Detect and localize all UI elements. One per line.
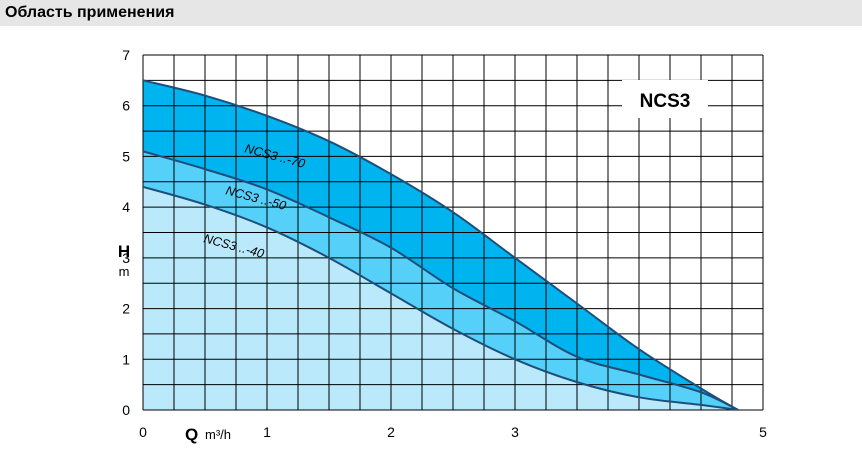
model-label-box bbox=[622, 80, 708, 118]
x-tick-label: 1 bbox=[263, 424, 271, 440]
x-tick-label: 5 bbox=[759, 424, 767, 440]
y-tick-label: 6 bbox=[122, 98, 130, 114]
chart-title: NCS3 bbox=[640, 91, 691, 112]
y-tick-label: 1 bbox=[122, 351, 130, 367]
y-tick-label: 2 bbox=[122, 301, 130, 317]
series-line-2 bbox=[143, 150, 739, 410]
y-tick-label: 5 bbox=[122, 148, 130, 164]
x-axis-unit: m³/h bbox=[205, 427, 231, 442]
x-axis-label: Q bbox=[185, 425, 198, 444]
y-tick-label: 7 bbox=[122, 47, 130, 63]
y-axis-unit: m bbox=[119, 264, 130, 279]
section-title: Область применения bbox=[5, 4, 175, 21]
y-tick-label: 0 bbox=[122, 402, 130, 418]
series-line-3 bbox=[143, 185, 739, 410]
series-line-1 bbox=[143, 79, 739, 410]
series-area-3 bbox=[143, 186, 739, 410]
x-tick-label: 2 bbox=[387, 424, 395, 440]
y-tick-label: 3 bbox=[122, 250, 130, 266]
x-tick-label: 3 bbox=[511, 424, 519, 440]
y-axis-label: H bbox=[118, 242, 130, 261]
section-header: Область применения bbox=[0, 0, 862, 26]
y-tick-label: 4 bbox=[122, 199, 130, 215]
x-tick-label: 0 bbox=[139, 424, 147, 440]
